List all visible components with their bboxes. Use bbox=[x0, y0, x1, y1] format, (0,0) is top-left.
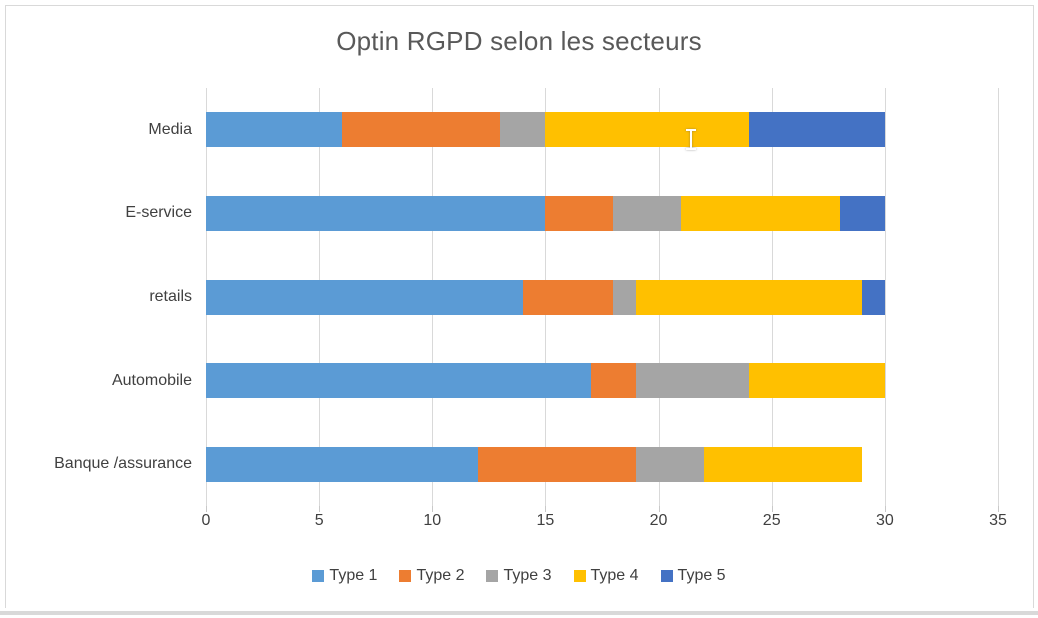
legend: Type 1 Type 2 Type 3 Type 4 Type 5 bbox=[0, 567, 1038, 585]
x-axis-label-5[interactable]: 5 bbox=[314, 512, 324, 529]
bar-segment-media-type-2[interactable] bbox=[341, 112, 501, 148]
tick-mark-20 bbox=[658, 506, 660, 512]
gridline-35 bbox=[998, 88, 999, 506]
legend-item-type-2[interactable]: Type 2 bbox=[399, 567, 464, 585]
x-axis-label-30[interactable]: 30 bbox=[875, 512, 894, 529]
bar-segment-media-type-4[interactable] bbox=[545, 112, 750, 148]
legend-marker-type-2-icon bbox=[399, 570, 412, 582]
bar-segment-retails-type-1[interactable] bbox=[206, 279, 523, 315]
bar-segment-e-service-type-1[interactable] bbox=[206, 195, 546, 231]
bar-segment-banque-assurance-type-3[interactable] bbox=[635, 446, 704, 482]
bar-segment-automobile-type-3[interactable] bbox=[635, 363, 750, 399]
bar-segment-media-type-5[interactable] bbox=[749, 112, 885, 148]
bar-banque-assurance bbox=[206, 446, 863, 482]
legend-item-type-5[interactable]: Type 5 bbox=[660, 567, 726, 585]
tick-mark-5 bbox=[319, 506, 321, 512]
legend-label-type-1: Type 1 bbox=[329, 567, 378, 584]
tick-mark-35 bbox=[998, 506, 999, 512]
bar-segment-retails-type-5[interactable] bbox=[862, 279, 885, 315]
bar-segment-banque-assurance-type-2[interactable] bbox=[477, 446, 636, 482]
legend-item-type-4[interactable]: Type 4 bbox=[573, 567, 639, 585]
bar-segment-banque-assurance-type-1[interactable] bbox=[206, 446, 478, 482]
text-cursor-icon bbox=[685, 129, 697, 150]
legend-marker-type-4-icon bbox=[573, 570, 586, 582]
chart-title[interactable]: Optin RGPD selon les secteurs bbox=[336, 26, 702, 56]
bar-segment-retails-type-4[interactable] bbox=[635, 279, 863, 315]
bar-retails bbox=[206, 279, 885, 315]
bar-segment-automobile-type-2[interactable] bbox=[590, 363, 636, 399]
gridline-30 bbox=[884, 88, 886, 506]
legend-label-type-4: Type 4 bbox=[590, 567, 639, 584]
bar-segment-e-service-type-3[interactable] bbox=[613, 195, 682, 231]
bar-segment-media-type-1[interactable] bbox=[206, 112, 342, 148]
bar-media bbox=[206, 112, 885, 148]
x-axis-label-0[interactable]: 0 bbox=[201, 512, 211, 529]
chart-area-border bbox=[5, 5, 1034, 608]
category-label-banque-assurance[interactable]: Banque /assurance bbox=[54, 455, 192, 473]
legend-marker-type-3-icon bbox=[486, 570, 499, 582]
category-label-automobile[interactable]: Automobile bbox=[111, 371, 192, 389]
legend-item-type-1[interactable]: Type 1 bbox=[312, 567, 377, 585]
legend-label-type-5: Type 5 bbox=[677, 567, 726, 584]
legend-marker-type-1-icon bbox=[312, 570, 325, 582]
category-label-media[interactable]: Media bbox=[148, 120, 192, 138]
x-axis-label-15[interactable]: 15 bbox=[536, 512, 555, 529]
bar-segment-automobile-type-4[interactable] bbox=[749, 363, 885, 399]
bar-segment-media-type-3[interactable] bbox=[500, 112, 546, 148]
bar-automobile bbox=[206, 363, 885, 399]
bar-segment-e-service-type-4[interactable] bbox=[681, 195, 840, 231]
tick-mark-0 bbox=[206, 506, 207, 512]
x-axis-label-35[interactable]: 35 bbox=[989, 512, 1007, 529]
tick-mark-10 bbox=[432, 506, 434, 512]
category-label-e-service[interactable]: E-service bbox=[125, 204, 192, 222]
legend-label-type-2: Type 2 bbox=[416, 567, 465, 584]
bar-segment-retails-type-2[interactable] bbox=[522, 279, 614, 315]
tick-mark-15 bbox=[545, 506, 547, 512]
bar-segment-retails-type-3[interactable] bbox=[613, 279, 636, 315]
tick-mark-30 bbox=[884, 506, 886, 512]
window-bottom-edge bbox=[0, 611, 1038, 615]
tick-mark-25 bbox=[771, 506, 773, 512]
legend-item-type-3[interactable]: Type 3 bbox=[486, 567, 552, 585]
bar-e-service bbox=[206, 195, 885, 231]
bar-segment-banque-assurance-type-4[interactable] bbox=[703, 446, 863, 482]
x-axis-label-10[interactable]: 10 bbox=[423, 512, 442, 529]
legend-label-type-3: Type 3 bbox=[503, 567, 552, 584]
bar-segment-e-service-type-5[interactable] bbox=[839, 195, 885, 231]
legend-marker-type-5-icon bbox=[660, 570, 673, 582]
bar-segment-automobile-type-1[interactable] bbox=[206, 363, 591, 399]
bar-segment-e-service-type-2[interactable] bbox=[545, 195, 614, 231]
category-label-retails[interactable]: retails bbox=[149, 287, 192, 305]
x-axis-label-25[interactable]: 25 bbox=[762, 512, 781, 529]
plot-area bbox=[206, 88, 999, 506]
x-axis-label-20[interactable]: 20 bbox=[649, 512, 668, 529]
